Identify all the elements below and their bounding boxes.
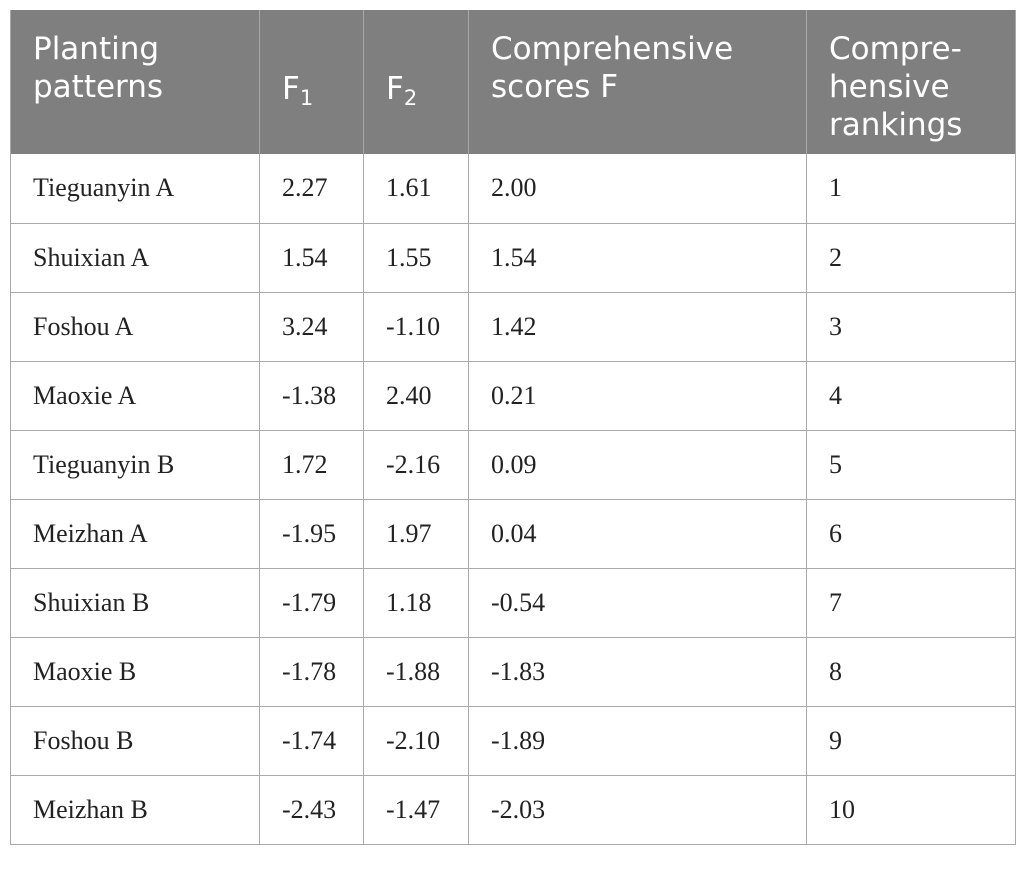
cell-planting-pattern: Meizhan A <box>10 498 260 569</box>
header-f1: F1 <box>259 10 364 154</box>
cell-comprehensive-score: -1.83 <box>468 636 807 707</box>
table-row: Shuixian A 1.54 1.55 1.54 2 <box>10 222 1016 293</box>
cell-f1: -1.74 <box>259 705 364 776</box>
scores-table: Planting patterns F1 F2 Comprehensive sc… <box>10 10 1016 845</box>
cell-f2: 2.40 <box>363 360 469 431</box>
cell-f1: 1.54 <box>259 222 364 293</box>
cell-comprehensive-ranking: 8 <box>806 636 1016 707</box>
cell-comprehensive-ranking: 3 <box>806 291 1016 362</box>
cell-comprehensive-ranking: 7 <box>806 567 1016 638</box>
cell-f2: 1.55 <box>363 222 469 293</box>
cell-f2: 1.18 <box>363 567 469 638</box>
cell-comprehensive-ranking: 5 <box>806 429 1016 500</box>
cell-planting-pattern: Meizhan B <box>10 774 260 845</box>
header-comprehensive-rankings: Compre- hensive rankings <box>806 10 1016 154</box>
table-header: Planting patterns F1 F2 Comprehensive sc… <box>10 10 1016 154</box>
cell-planting-pattern: Shuixian B <box>10 567 260 638</box>
header-f1-subscript: 1 <box>299 86 314 110</box>
cell-planting-pattern: Foshou B <box>10 705 260 776</box>
table-row: Maoxie B -1.78 -1.88 -1.83 8 <box>10 636 1016 707</box>
cell-comprehensive-score: 1.42 <box>468 291 807 362</box>
header-f2: F2 <box>363 10 469 154</box>
cell-f2: 1.97 <box>363 498 469 569</box>
cell-f2: -1.10 <box>363 291 469 362</box>
table-row: Tieguanyin B 1.72 -2.16 0.09 5 <box>10 429 1016 500</box>
header-f2-subscript: 2 <box>403 86 418 110</box>
cell-comprehensive-score: 0.09 <box>468 429 807 500</box>
cell-comprehensive-score: 2.00 <box>468 154 807 224</box>
table-row: Meizhan B -2.43 -1.47 -2.03 10 <box>10 774 1016 845</box>
cell-comprehensive-score: -0.54 <box>468 567 807 638</box>
cell-f2: -2.16 <box>363 429 469 500</box>
header-f2-base: F <box>386 71 404 107</box>
table-row: Maoxie A -1.38 2.40 0.21 4 <box>10 360 1016 431</box>
cell-comprehensive-score: 0.04 <box>468 498 807 569</box>
header-comprehensive-rankings-label: Compre- hensive rankings <box>829 31 963 143</box>
table-row: Shuixian B -1.79 1.18 -0.54 7 <box>10 567 1016 638</box>
table-row: Foshou B -1.74 -2.10 -1.89 9 <box>10 705 1016 776</box>
cell-comprehensive-ranking: 10 <box>806 774 1016 845</box>
cell-comprehensive-score: -2.03 <box>468 774 807 845</box>
cell-planting-pattern: Foshou A <box>10 291 260 362</box>
cell-f2: -1.88 <box>363 636 469 707</box>
cell-f1: -1.38 <box>259 360 364 431</box>
cell-comprehensive-ranking: 6 <box>806 498 1016 569</box>
cell-comprehensive-ranking: 4 <box>806 360 1016 431</box>
cell-planting-pattern: Maoxie B <box>10 636 260 707</box>
header-f1-base: F <box>282 71 300 107</box>
cell-planting-pattern: Tieguanyin B <box>10 429 260 500</box>
cell-f1: -1.95 <box>259 498 364 569</box>
header-f1-label: F1 <box>282 70 314 110</box>
cell-f1: -1.78 <box>259 636 364 707</box>
table-body: Tieguanyin A 2.27 1.61 2.00 1 Shuixian A 1.54 1… <box>10 154 1016 845</box>
header-f2-label: F2 <box>386 70 418 110</box>
cell-comprehensive-ranking: 9 <box>806 705 1016 776</box>
header-row: Planting patterns F1 F2 Comprehensive sc… <box>10 10 1016 154</box>
cell-planting-pattern: Shuixian A <box>10 222 260 293</box>
cell-comprehensive-ranking: 2 <box>806 222 1016 293</box>
cell-f1: -2.43 <box>259 774 364 845</box>
cell-f1: 3.24 <box>259 291 364 362</box>
header-planting-patterns-label: Planting patterns <box>33 31 164 105</box>
header-comprehensive-scores: Comprehensive scores F <box>468 10 807 154</box>
cell-f2: -2.10 <box>363 705 469 776</box>
cell-f1: 2.27 <box>259 154 364 224</box>
cell-comprehensive-score: -1.89 <box>468 705 807 776</box>
header-planting-patterns: Planting patterns <box>10 10 260 154</box>
cell-comprehensive-score: 1.54 <box>468 222 807 293</box>
cell-comprehensive-score: 0.21 <box>468 360 807 431</box>
table-row: Tieguanyin A 2.27 1.61 2.00 1 <box>10 154 1016 224</box>
cell-comprehensive-ranking: 1 <box>806 154 1016 224</box>
cell-planting-pattern: Tieguanyin A <box>10 154 260 224</box>
cell-f2: -1.47 <box>363 774 469 845</box>
table-row: Foshou A 3.24 -1.10 1.42 3 <box>10 291 1016 362</box>
cell-f1: -1.79 <box>259 567 364 638</box>
header-comprehensive-scores-label: Comprehensive scores F <box>491 31 734 105</box>
table-row: Meizhan A -1.95 1.97 0.04 6 <box>10 498 1016 569</box>
cell-f2: 1.61 <box>363 154 469 224</box>
cell-f1: 1.72 <box>259 429 364 500</box>
cell-planting-pattern: Maoxie A <box>10 360 260 431</box>
